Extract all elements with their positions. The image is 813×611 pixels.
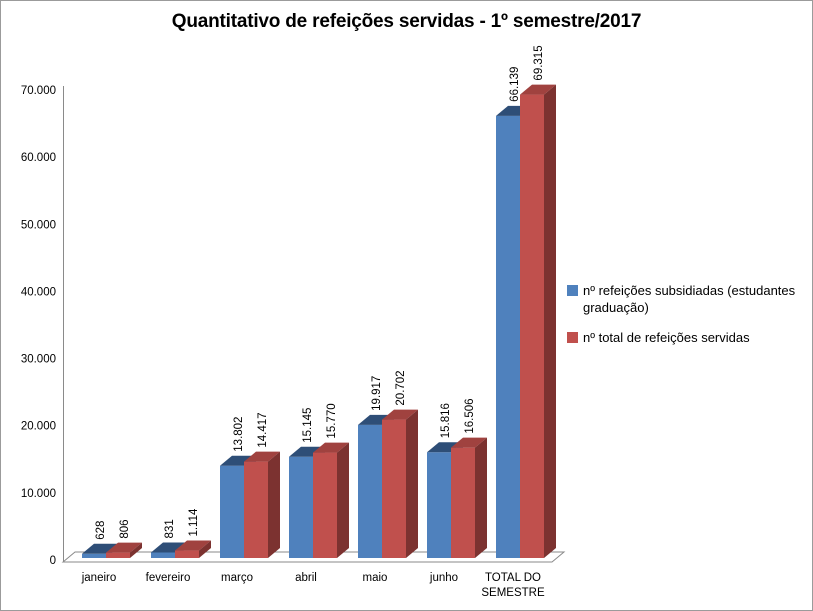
- legend-item-subsidized: nº refeições subsidiadas (estudantes gra…: [567, 282, 812, 316]
- bar-value-label: 13.802: [233, 417, 245, 452]
- bar-value-label: 16.506: [464, 398, 476, 433]
- bar-1-6: [520, 94, 544, 558]
- bar-value-label: 806: [119, 519, 131, 538]
- bar-0-2: [220, 465, 244, 558]
- bar-0-0: [82, 553, 106, 558]
- bar-value-label: 1.114: [188, 508, 200, 537]
- bar-0-1: [151, 552, 175, 558]
- bar-value-label: 14.417: [257, 412, 269, 447]
- bar-value-label: 15.816: [440, 403, 452, 438]
- x-category-label: TOTAL DO: [485, 572, 541, 584]
- y-tick-label: 60.000: [21, 152, 56, 164]
- bar-side-1-3: [337, 442, 349, 558]
- x-category-label: março: [221, 572, 253, 584]
- bar-side-1-5: [475, 437, 487, 558]
- bar-side-1-4: [406, 409, 418, 558]
- x-category-label: junho: [429, 572, 458, 584]
- y-tick-label: 30.000: [21, 354, 56, 366]
- bar-1-1: [175, 550, 199, 558]
- bar-side-1-2: [268, 451, 280, 558]
- y-tick-label: 10.000: [21, 488, 56, 500]
- y-tick-label: 0: [50, 555, 56, 567]
- bar-side-1-1: [199, 540, 211, 558]
- x-category-label: janeiro: [81, 572, 117, 584]
- y-tick-label: 50.000: [21, 219, 56, 231]
- legend: nº refeições subsidiadas (estudantes gra…: [567, 282, 812, 359]
- y-tick-label: 70.000: [21, 85, 56, 97]
- y-tick-label: 20.000: [21, 421, 56, 433]
- y-tick-label: 40.000: [21, 286, 56, 298]
- legend-swatch-blue-icon: [567, 285, 578, 296]
- x-category-label: maio: [363, 572, 388, 584]
- bar-value-label: 831: [164, 519, 176, 538]
- bar-value-label: 15.145: [302, 408, 314, 443]
- bar-1-5: [451, 447, 475, 558]
- bar-value-label: 15.770: [326, 403, 338, 438]
- bar-1-2: [244, 461, 268, 558]
- bar-0-6: [496, 115, 520, 559]
- bar-1-4: [382, 419, 406, 558]
- bar-0-3: [289, 456, 313, 558]
- legend-label-subsidized: nº refeições subsidiadas (estudantes gra…: [583, 283, 796, 315]
- bar-value-label: 66.139: [509, 67, 521, 102]
- legend-item-total: nº total de refeições servidas: [567, 329, 812, 346]
- bar-side-1-6: [544, 84, 556, 558]
- bar-value-label: 69.315: [533, 45, 545, 80]
- bar-1-0: [106, 552, 130, 558]
- x-category-label: abril: [295, 572, 317, 584]
- x-category-label: fevereiro: [146, 572, 191, 584]
- legend-swatch-red-icon: [567, 332, 578, 343]
- bar-0-4: [358, 424, 382, 558]
- chart-title: Quantitativo de refeições servidas - 1º …: [171, 11, 642, 32]
- x-category-label: SEMESTRE: [481, 587, 545, 599]
- bar-value-label: 19.917: [371, 376, 383, 411]
- bar-1-3: [313, 452, 337, 558]
- bar-side-1-0: [130, 542, 142, 558]
- bar-value-label: 628: [95, 521, 107, 540]
- bar-value-label: 20.702: [395, 370, 407, 405]
- legend-label-total: nº total de refeições servidas: [583, 330, 750, 345]
- bar-0-5: [427, 452, 451, 558]
